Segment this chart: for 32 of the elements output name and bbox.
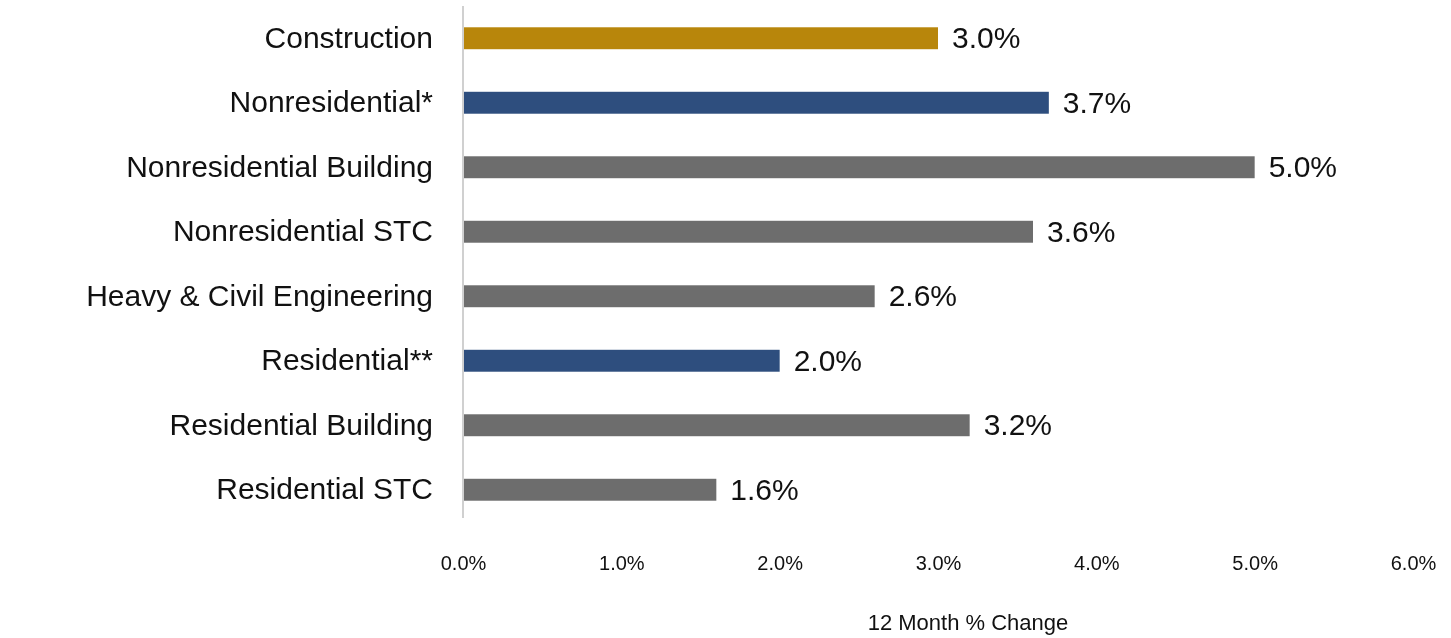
x-tick-label: 4.0% <box>1074 552 1120 575</box>
data-label: 5.0% <box>1268 150 1338 184</box>
y-tick-label: Residential Building <box>169 407 433 441</box>
y-tick-label: Construction <box>264 20 433 54</box>
data-label: 2.6% <box>888 279 958 313</box>
y-tick-label: Residential STC <box>216 472 433 506</box>
bar <box>463 156 1255 179</box>
bar <box>463 27 938 50</box>
y-tick-label: Nonresidential* <box>229 85 434 119</box>
bar <box>463 478 717 501</box>
x-tick-label: 0.0% <box>440 552 487 575</box>
data-label: 1.6% <box>730 472 799 506</box>
bar <box>463 285 875 308</box>
data-label: 3.7% <box>1062 85 1132 119</box>
data-label: 3.6% <box>1047 214 1116 248</box>
x-tick-label: 3.0% <box>915 552 962 575</box>
x-tick-label: 2.0% <box>757 552 804 575</box>
bar <box>463 220 1033 243</box>
x-tick-label: 5.0% <box>1232 552 1279 575</box>
bar <box>463 414 970 437</box>
x-axis-title: 12 Month % Change <box>867 610 1069 635</box>
x-tick-label: 6.0% <box>1390 552 1437 575</box>
data-label: 3.0% <box>952 21 1021 55</box>
bar <box>463 349 780 372</box>
y-tick-label: Nonresidential STC <box>172 214 433 248</box>
data-label: 3.2% <box>983 408 1053 442</box>
bar <box>463 91 1049 114</box>
data-label: 2.0% <box>793 343 863 377</box>
x-tick-label: 1.0% <box>599 552 645 575</box>
y-tick-label: Residential** <box>261 343 434 377</box>
y-tick-label: Heavy & Civil Engineering <box>86 278 433 312</box>
y-tick-label: Nonresidential Building <box>126 149 433 183</box>
